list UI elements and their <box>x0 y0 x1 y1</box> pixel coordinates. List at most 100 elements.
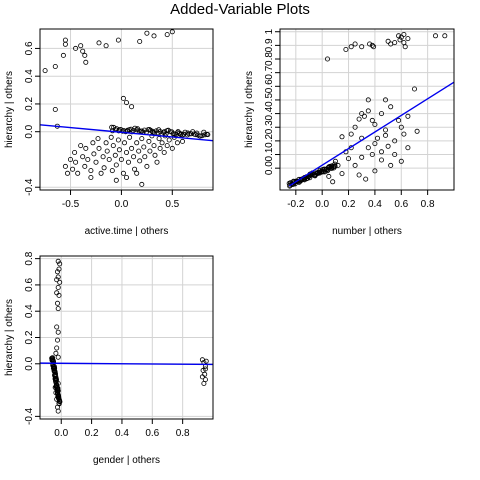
data-point <box>56 401 62 407</box>
y-tick-label: 0.2 <box>24 330 35 344</box>
data-point <box>75 170 81 176</box>
data-point <box>100 154 106 160</box>
data-point <box>169 145 175 151</box>
data-point <box>55 269 61 275</box>
data-point <box>55 284 61 290</box>
data-point <box>127 134 133 140</box>
data-point <box>109 124 115 130</box>
data-point <box>129 145 135 151</box>
data-point <box>372 141 378 147</box>
data-point <box>139 128 145 134</box>
y-tick-label: 0.4 <box>24 69 35 83</box>
x-tick-label: 0.2 <box>342 199 356 210</box>
data-point <box>104 148 110 154</box>
data-point <box>365 97 371 103</box>
data-point <box>91 151 97 157</box>
data-point <box>401 32 407 38</box>
data-point <box>52 64 58 70</box>
data-point <box>401 40 407 46</box>
data-point <box>134 140 140 146</box>
data-point <box>42 68 48 74</box>
data-point <box>330 179 336 185</box>
data-point <box>68 156 74 162</box>
data-point <box>144 163 150 169</box>
y-tick-label: 0.7 <box>264 65 275 79</box>
data-point <box>55 306 61 312</box>
data-point <box>369 151 375 157</box>
data-point <box>101 165 107 171</box>
data-point <box>156 136 162 142</box>
data-point <box>369 42 375 48</box>
x-tick-label: 0.0 <box>114 199 128 210</box>
data-point <box>361 113 367 119</box>
data-point <box>80 48 86 54</box>
data-point <box>382 97 388 103</box>
data-point <box>392 138 398 144</box>
data-point <box>405 113 411 119</box>
panel-2: -0.2 0.0 0.2 0.4 0.6 0.80.00.10.20.30.40.50.6… <box>244 28 455 237</box>
y-tick-label: -0.4 <box>24 407 35 425</box>
data-point <box>88 174 94 180</box>
data-point <box>96 40 102 46</box>
data-point <box>57 261 63 267</box>
y-axis-label: hierarchy | others <box>244 71 255 148</box>
data-point <box>147 148 153 154</box>
data-point <box>398 124 404 130</box>
data-point <box>369 117 375 123</box>
data-point <box>115 37 121 43</box>
data-point <box>356 172 362 178</box>
data-point <box>332 158 338 164</box>
data-point <box>166 137 172 143</box>
data-point <box>202 366 208 372</box>
data-point <box>396 117 402 123</box>
data-point <box>82 163 88 169</box>
y-tick-label: 0.0 <box>24 356 35 370</box>
data-point <box>134 127 140 133</box>
data-point <box>60 52 66 58</box>
data-point <box>144 30 150 36</box>
data-point <box>392 40 398 46</box>
x-tick-label: 0.0 <box>54 428 68 439</box>
data-point <box>146 138 152 144</box>
data-point <box>93 159 99 165</box>
data-point <box>83 145 89 151</box>
data-point <box>178 131 184 137</box>
x-tick-label: -0.2 <box>287 199 305 210</box>
data-point <box>385 38 391 44</box>
x-tick-label: -0.5 <box>62 199 80 210</box>
x-tick-label: 0.0 <box>315 199 329 210</box>
data-point <box>52 107 58 113</box>
data-point <box>126 159 132 165</box>
data-point <box>345 156 351 162</box>
x-tick-label: 0.4 <box>368 199 382 210</box>
regression-line <box>288 81 455 187</box>
data-point <box>131 154 137 160</box>
data-point <box>179 138 185 144</box>
data-point <box>164 143 170 149</box>
data-point <box>151 143 157 149</box>
data-point <box>372 122 378 128</box>
data-point <box>202 132 208 138</box>
data-point <box>83 59 89 65</box>
data-point <box>57 279 63 285</box>
data-point <box>339 171 345 177</box>
y-tick-label: 0.4 <box>264 106 275 120</box>
data-point <box>339 134 345 140</box>
y-axis-label: hierarchy | others <box>4 71 15 148</box>
data-point <box>185 130 191 136</box>
data-point <box>54 324 60 330</box>
data-point <box>55 337 61 343</box>
data-point <box>78 143 84 149</box>
data-point <box>348 44 354 50</box>
data-point <box>95 136 101 142</box>
data-point <box>392 151 398 157</box>
data-point <box>326 173 332 179</box>
data-point <box>401 131 407 137</box>
data-point <box>55 354 61 360</box>
data-point <box>70 166 76 172</box>
y-tick-label: 0.8 <box>24 251 35 265</box>
data-point <box>62 37 68 43</box>
data-point <box>365 145 371 151</box>
data-point <box>118 156 124 162</box>
